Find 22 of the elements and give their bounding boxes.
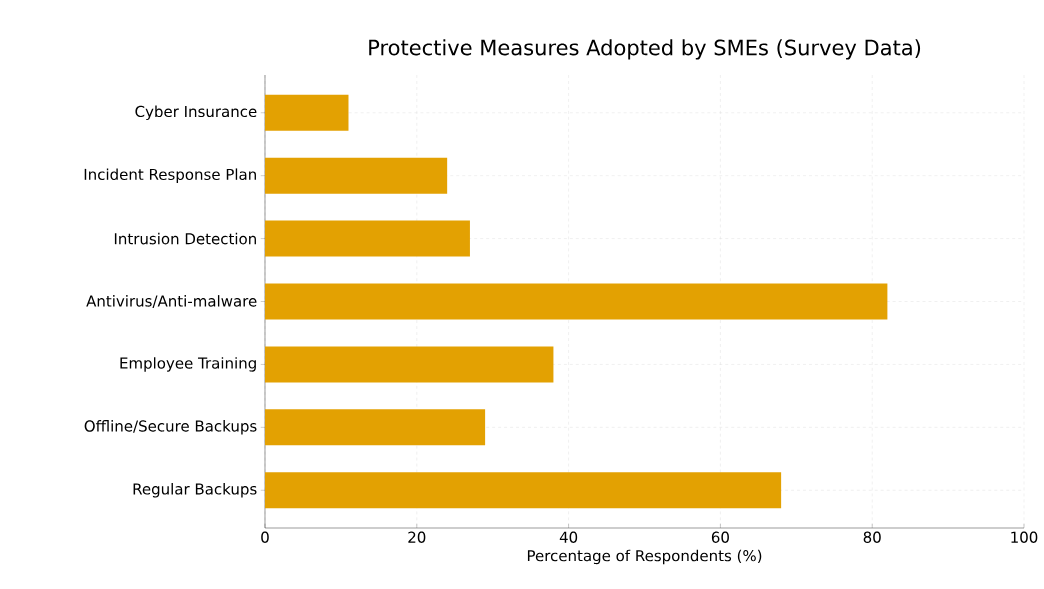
y-tick-label: Antivirus/Anti-malware bbox=[86, 295, 257, 308]
x-axis-title: Percentage of Respondents (%) bbox=[527, 549, 762, 565]
y-tick-label: Intrusion Detection bbox=[114, 232, 256, 245]
y-tick-label: Cyber Insurance bbox=[135, 105, 257, 121]
x-tick-label: 80 bbox=[863, 531, 881, 543]
y-tick-label: Incident Response Plan bbox=[84, 168, 256, 183]
bar bbox=[265, 346, 554, 383]
y-tick-label: Employee Training bbox=[120, 357, 256, 372]
x-tick-label: 0 bbox=[261, 531, 269, 543]
bar bbox=[265, 283, 888, 320]
bar bbox=[265, 472, 782, 509]
bar bbox=[265, 409, 486, 446]
y-tick-label: Regular Backups bbox=[133, 483, 257, 498]
y-tick-label: Offline/Secure Backups bbox=[84, 420, 257, 435]
x-tick-label: 20 bbox=[408, 531, 426, 543]
bar bbox=[265, 94, 349, 131]
bar bbox=[265, 157, 448, 194]
x-tick-label: 40 bbox=[559, 531, 578, 543]
bar bbox=[265, 220, 470, 257]
chart-title: Protective Measures Adopted by SMEs (Survey Data) bbox=[369, 39, 921, 60]
x-tick-label: 100 bbox=[1011, 531, 1038, 543]
x-tick-label: 60 bbox=[711, 531, 729, 543]
